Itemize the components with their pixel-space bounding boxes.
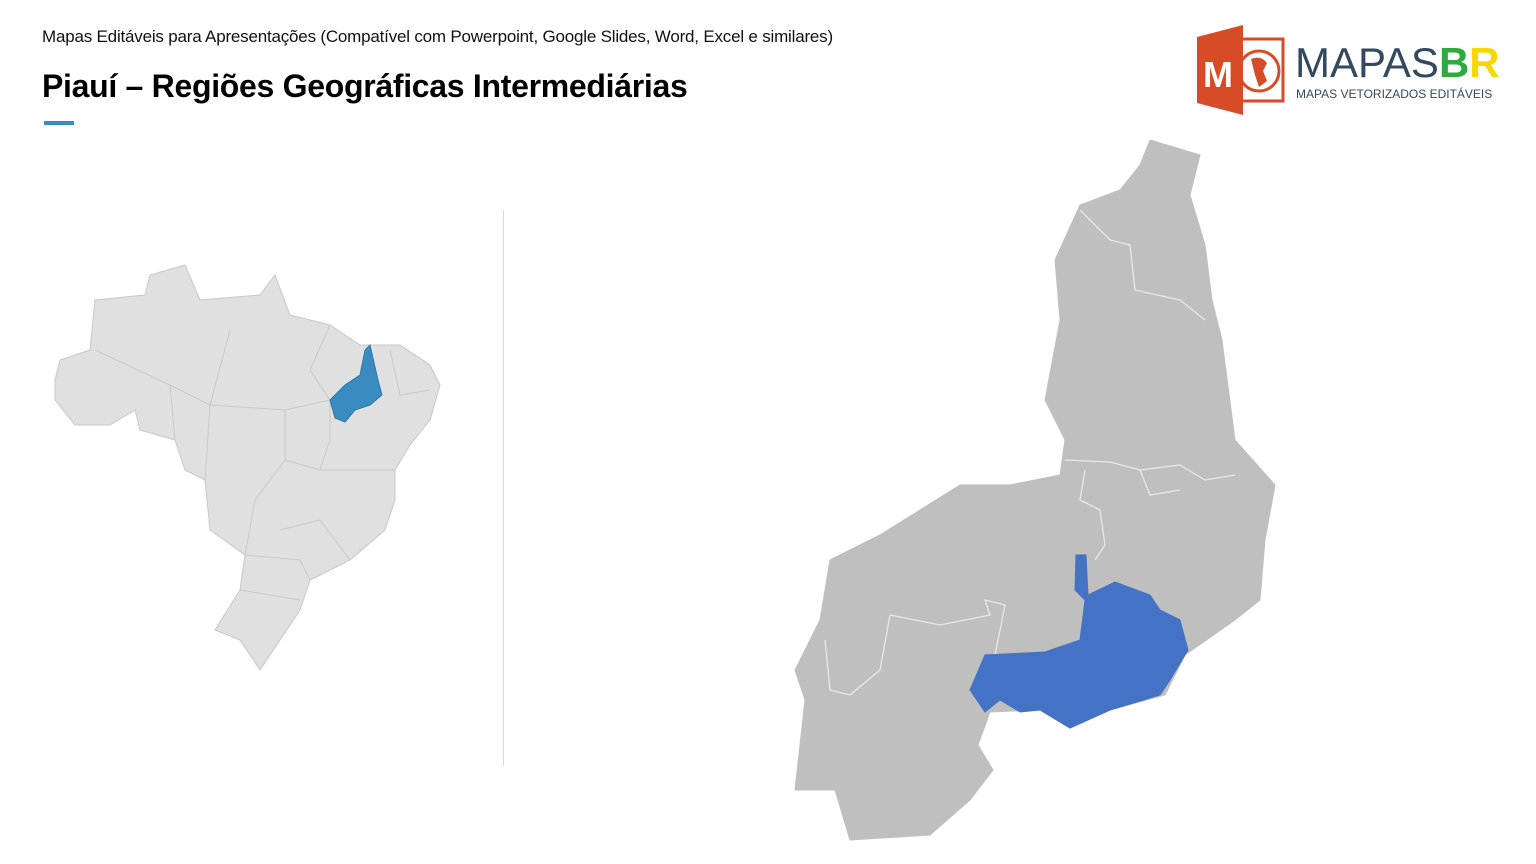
brazil-locator-map bbox=[54, 264, 441, 671]
vertical-divider bbox=[503, 210, 504, 766]
mapasbr-logo: M MAPASBR MAPAS VETORIZADOS EDITÁVEIS bbox=[1195, 25, 1500, 115]
svg-text:M: M bbox=[1203, 54, 1233, 95]
logo-tagline: MAPAS VETORIZADOS EDITÁVEIS bbox=[1296, 87, 1493, 101]
logo-icon: M bbox=[1197, 25, 1285, 115]
state-borders bbox=[94, 324, 431, 601]
highlighted-intermediate-region bbox=[969, 554, 1189, 729]
title-accent-bar bbox=[44, 121, 74, 125]
piaui-highlight bbox=[329, 344, 383, 423]
piaui-outline bbox=[794, 139, 1276, 841]
page-title: Piauí – Regiões Geográficas Intermediári… bbox=[42, 68, 688, 104]
region-borders bbox=[824, 209, 1236, 696]
logo-wordmark: MAPASBR bbox=[1295, 39, 1500, 86]
piaui-regions-map bbox=[794, 139, 1276, 841]
brazil-outline bbox=[54, 264, 441, 671]
slide-subtitle: Mapas Editáveis para Apresentações (Comp… bbox=[42, 27, 833, 46]
